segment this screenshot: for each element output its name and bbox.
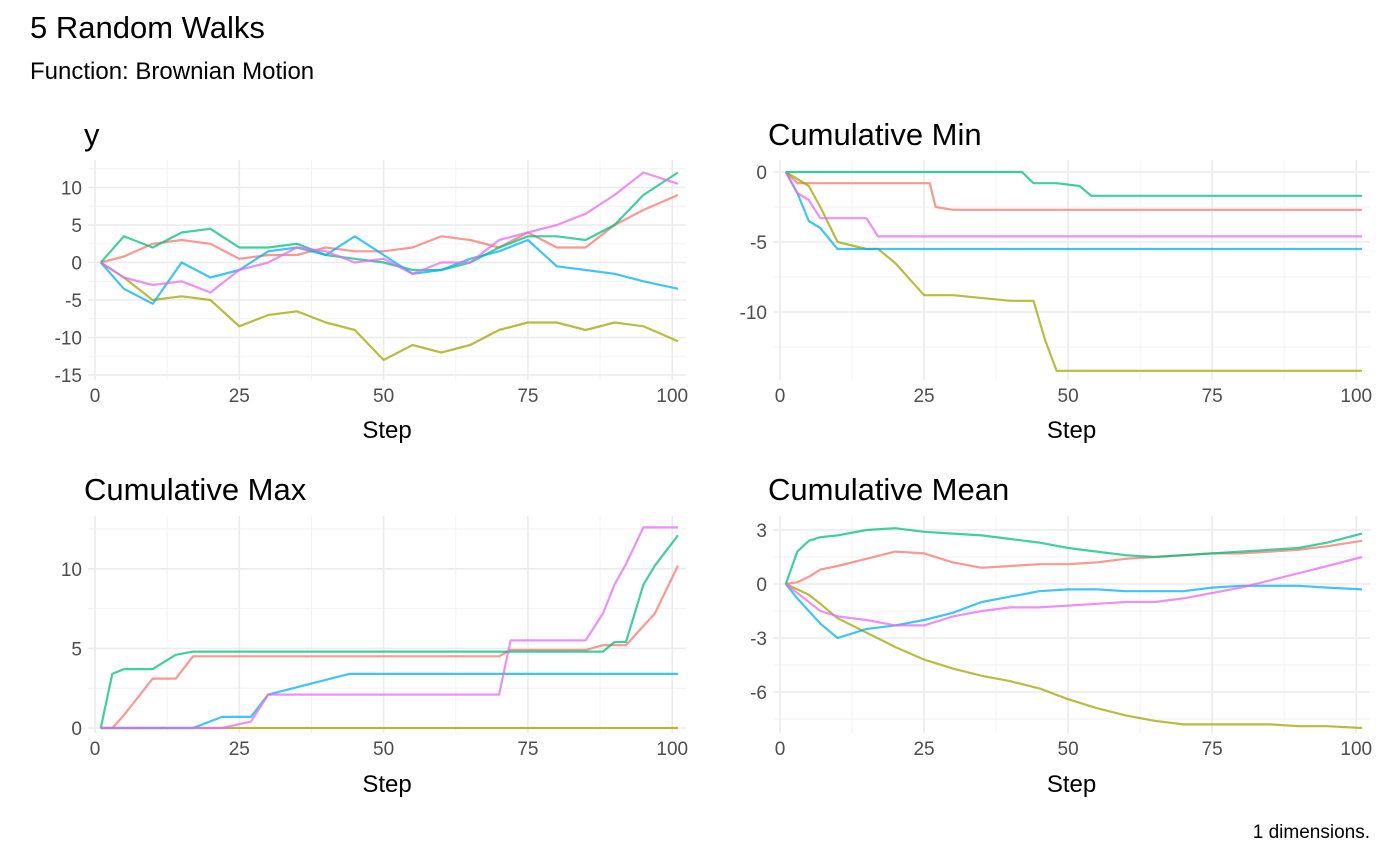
x-tick-label: 25: [229, 739, 250, 760]
y-tick-label: -10: [740, 303, 767, 324]
y-tick-label: 3: [756, 521, 767, 542]
series-line-1: [100, 565, 679, 730]
x-tick-label: 100: [656, 739, 688, 760]
y-tick-label: 0: [71, 719, 82, 740]
y-tick-label: -6: [750, 683, 767, 704]
y-tick-label: -10: [55, 329, 82, 350]
x-axis-title: Step: [362, 771, 411, 798]
x-tick-label: 75: [517, 386, 538, 407]
x-tick-label: 50: [1058, 386, 1079, 407]
x-tick-label: 75: [517, 739, 538, 760]
y-tick-label: -15: [55, 366, 82, 387]
series-line-5: [784, 171, 1362, 238]
x-tick-label: 25: [229, 386, 250, 407]
x-axis-title: Step: [1047, 771, 1096, 798]
y-tick-label: -5: [750, 233, 767, 254]
panel-title: y: [84, 117, 100, 152]
x-tick-label: 0: [90, 386, 101, 407]
x-tick-label: 25: [913, 386, 934, 407]
y-tick-label: 0: [71, 254, 82, 275]
x-tick-label: 75: [1202, 386, 1223, 407]
series-line-4: [100, 672, 678, 730]
y-tick-label: 0: [756, 575, 767, 596]
panel-3: 0 25 50 75 100 0 5 10 Cumulative Max Step: [61, 472, 688, 798]
series-line-3: [784, 527, 1363, 585]
y-tick-label: 10: [61, 179, 82, 200]
y-tick-label: 10: [61, 560, 82, 581]
series-line-5: [785, 555, 1363, 627]
y-tick-label: 0: [756, 163, 767, 184]
series-line-3: [99, 171, 679, 272]
x-tick-label: 50: [373, 739, 394, 760]
series-line-1: [785, 539, 1363, 586]
x-tick-label: 75: [1202, 739, 1223, 760]
x-tick-label: 25: [913, 739, 934, 760]
series-line-5: [100, 171, 679, 294]
chart-subtitle: Function: Brownian Motion: [30, 58, 315, 85]
panel-title: Cumulative Mean: [768, 472, 1009, 507]
series-line-3: [99, 534, 679, 729]
series-line-5: [100, 526, 678, 730]
x-axis-title: Step: [362, 417, 411, 444]
x-tick-label: 0: [775, 386, 786, 407]
panel-title: Cumulative Min: [768, 117, 982, 152]
x-axis-title: Step: [1047, 417, 1096, 444]
series-line-2: [785, 171, 1362, 372]
x-tick-label: 0: [90, 739, 101, 760]
series-line-4: [784, 171, 1362, 251]
y-tick-label: -3: [750, 629, 767, 650]
chart-caption: 1 dimensions.: [1252, 822, 1370, 843]
x-tick-label: 50: [373, 386, 394, 407]
x-tick-label: 100: [656, 386, 688, 407]
series-line-2: [100, 261, 679, 362]
y-tick-label: -5: [65, 291, 82, 312]
panel-1: 0 25 50 75 100 -15 -10 -5 0 5 10 y Step: [55, 117, 689, 444]
series-line-2: [785, 583, 1363, 730]
x-tick-label: 100: [1340, 739, 1372, 760]
x-tick-label: 100: [1340, 386, 1372, 407]
y-tick-label: 5: [71, 639, 82, 660]
x-tick-label: 0: [775, 739, 786, 760]
panel-title: Cumulative Max: [84, 472, 307, 507]
chart-title: 5 Random Walks: [30, 10, 265, 45]
series-line-4: [99, 235, 679, 305]
series-line-1: [785, 171, 1362, 211]
y-tick-label: 5: [71, 216, 82, 237]
series-line-1: [100, 193, 679, 264]
series-line-3: [785, 170, 1362, 197]
x-tick-label: 50: [1058, 739, 1079, 760]
